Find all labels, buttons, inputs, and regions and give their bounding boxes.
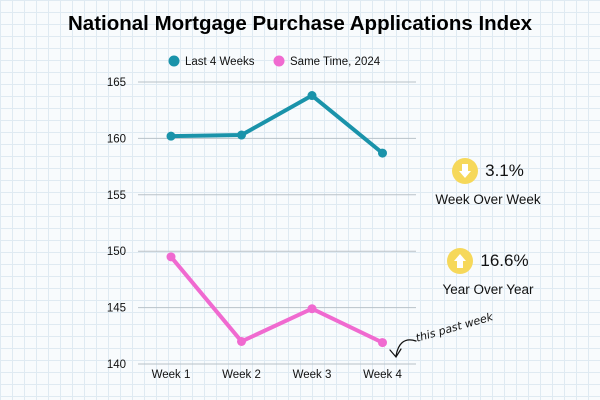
gridlines — [138, 81, 416, 365]
y-tick-label: 145 — [107, 303, 126, 315]
arrow-down-icon — [452, 158, 479, 184]
y-tick-label: 160 — [107, 133, 126, 145]
y-axis-ticks: 140 145 150 155 160 165 — [107, 77, 126, 371]
week-over-week-label: Week Over Week — [435, 192, 541, 207]
arrow-up-icon — [447, 248, 474, 274]
week-over-week-value: 3.1% — [485, 161, 524, 180]
y-tick-label: 155 — [107, 190, 126, 202]
data-point — [166, 252, 176, 262]
x-tick-label: Week 3 — [293, 369, 332, 381]
year-over-year-label: Year Over Year — [442, 282, 534, 297]
legend-label-1: Last 4 Weeks — [185, 56, 255, 68]
x-axis-ticks: Week 1 Week 2 Week 3 Week 4 — [152, 369, 403, 381]
y-tick-label: 150 — [107, 246, 126, 258]
legend-label-2: Same Time, 2024 — [290, 56, 381, 68]
legend-marker-1 — [168, 55, 180, 67]
annotation-arrow — [389, 339, 417, 359]
data-point — [378, 148, 387, 158]
x-tick-label: Week 2 — [222, 369, 261, 381]
legend-marker-2 — [273, 55, 285, 67]
series-line-1 — [169, 93, 385, 156]
data-point — [307, 91, 317, 101]
data-point — [237, 130, 246, 140]
y-tick-label: 140 — [107, 359, 126, 371]
x-tick-label: Week 1 — [152, 369, 191, 381]
chart-title: National Mortgage Purchase Applications … — [68, 12, 532, 35]
legend: Last 4 Weeks Same Time, 2024 — [168, 55, 381, 68]
series-line-2 — [169, 254, 385, 345]
year-over-year-value: 16.6% — [480, 251, 529, 270]
week-over-week-stat: 3.1% Week Over Week — [413, 158, 563, 207]
series-layer — [166, 91, 387, 348]
year-over-year-stat: 16.6% Year Over Year — [413, 248, 563, 297]
data-point — [237, 336, 246, 346]
data-point — [378, 338, 387, 348]
x-tick-label: Week 4 — [363, 369, 402, 381]
data-point — [166, 131, 176, 141]
data-point — [307, 304, 317, 314]
y-tick-label: 165 — [107, 77, 126, 89]
